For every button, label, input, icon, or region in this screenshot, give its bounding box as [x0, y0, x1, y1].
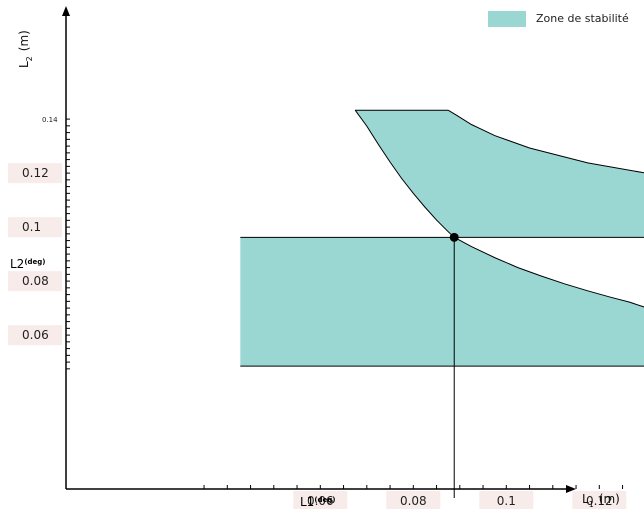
y-axis-arrow: [62, 6, 70, 16]
x-tick-label: 0.1: [497, 494, 516, 508]
x-tick-label: 0.06: [307, 494, 334, 508]
intersection-marker: [449, 232, 459, 242]
stability-region-lower: [240, 237, 644, 367]
x-tick-label-bg: [386, 491, 441, 509]
x-tick-label-bg: [293, 491, 348, 509]
y-tick-label: 0.12: [22, 166, 49, 180]
y-tick-label: 0.06: [22, 328, 49, 342]
x-tick-label-bg: [479, 491, 534, 509]
x-axis-title: L1 (m): [582, 492, 620, 509]
x-tick-label: 0.12: [586, 494, 613, 508]
y-tick-label-bg: [8, 217, 62, 238]
axes-layer: [62, 6, 576, 493]
y-tick-label: 0.1: [22, 220, 41, 234]
lower-boundary-curve: [453, 236, 644, 308]
x-tick-label: 0.08: [400, 494, 427, 508]
upper-outer-curve: [447, 109, 644, 174]
x-tick-label-bg: [572, 491, 627, 509]
lines-layer: [240, 109, 644, 498]
y-tick-label: 0.14: [42, 116, 58, 124]
tick-labels: 0.06 0.08 0.1 0.12 0.06 0.08 0.1 0.12 0.14: [8, 116, 627, 509]
legend-label: Zone de stabilité: [536, 12, 629, 25]
minor-ticks: [66, 118, 624, 489]
regions-layer: [240, 110, 644, 367]
y-tick-label-bg: [8, 271, 62, 292]
stability-region-upper: [355, 110, 644, 238]
upper-boundary-curve: [354, 109, 455, 238]
y-tick-label: 0.08: [22, 274, 49, 288]
legend-swatch: [488, 11, 526, 27]
y-tick-label-bg: [8, 163, 62, 184]
y-tick-label-bg: [8, 325, 62, 346]
marker-y-label: L2(deg): [10, 257, 46, 271]
y-axis-title: L2(m): [17, 30, 34, 68]
x-axis-arrow: [566, 485, 576, 493]
legend: Zone de stabilité: [488, 11, 629, 27]
